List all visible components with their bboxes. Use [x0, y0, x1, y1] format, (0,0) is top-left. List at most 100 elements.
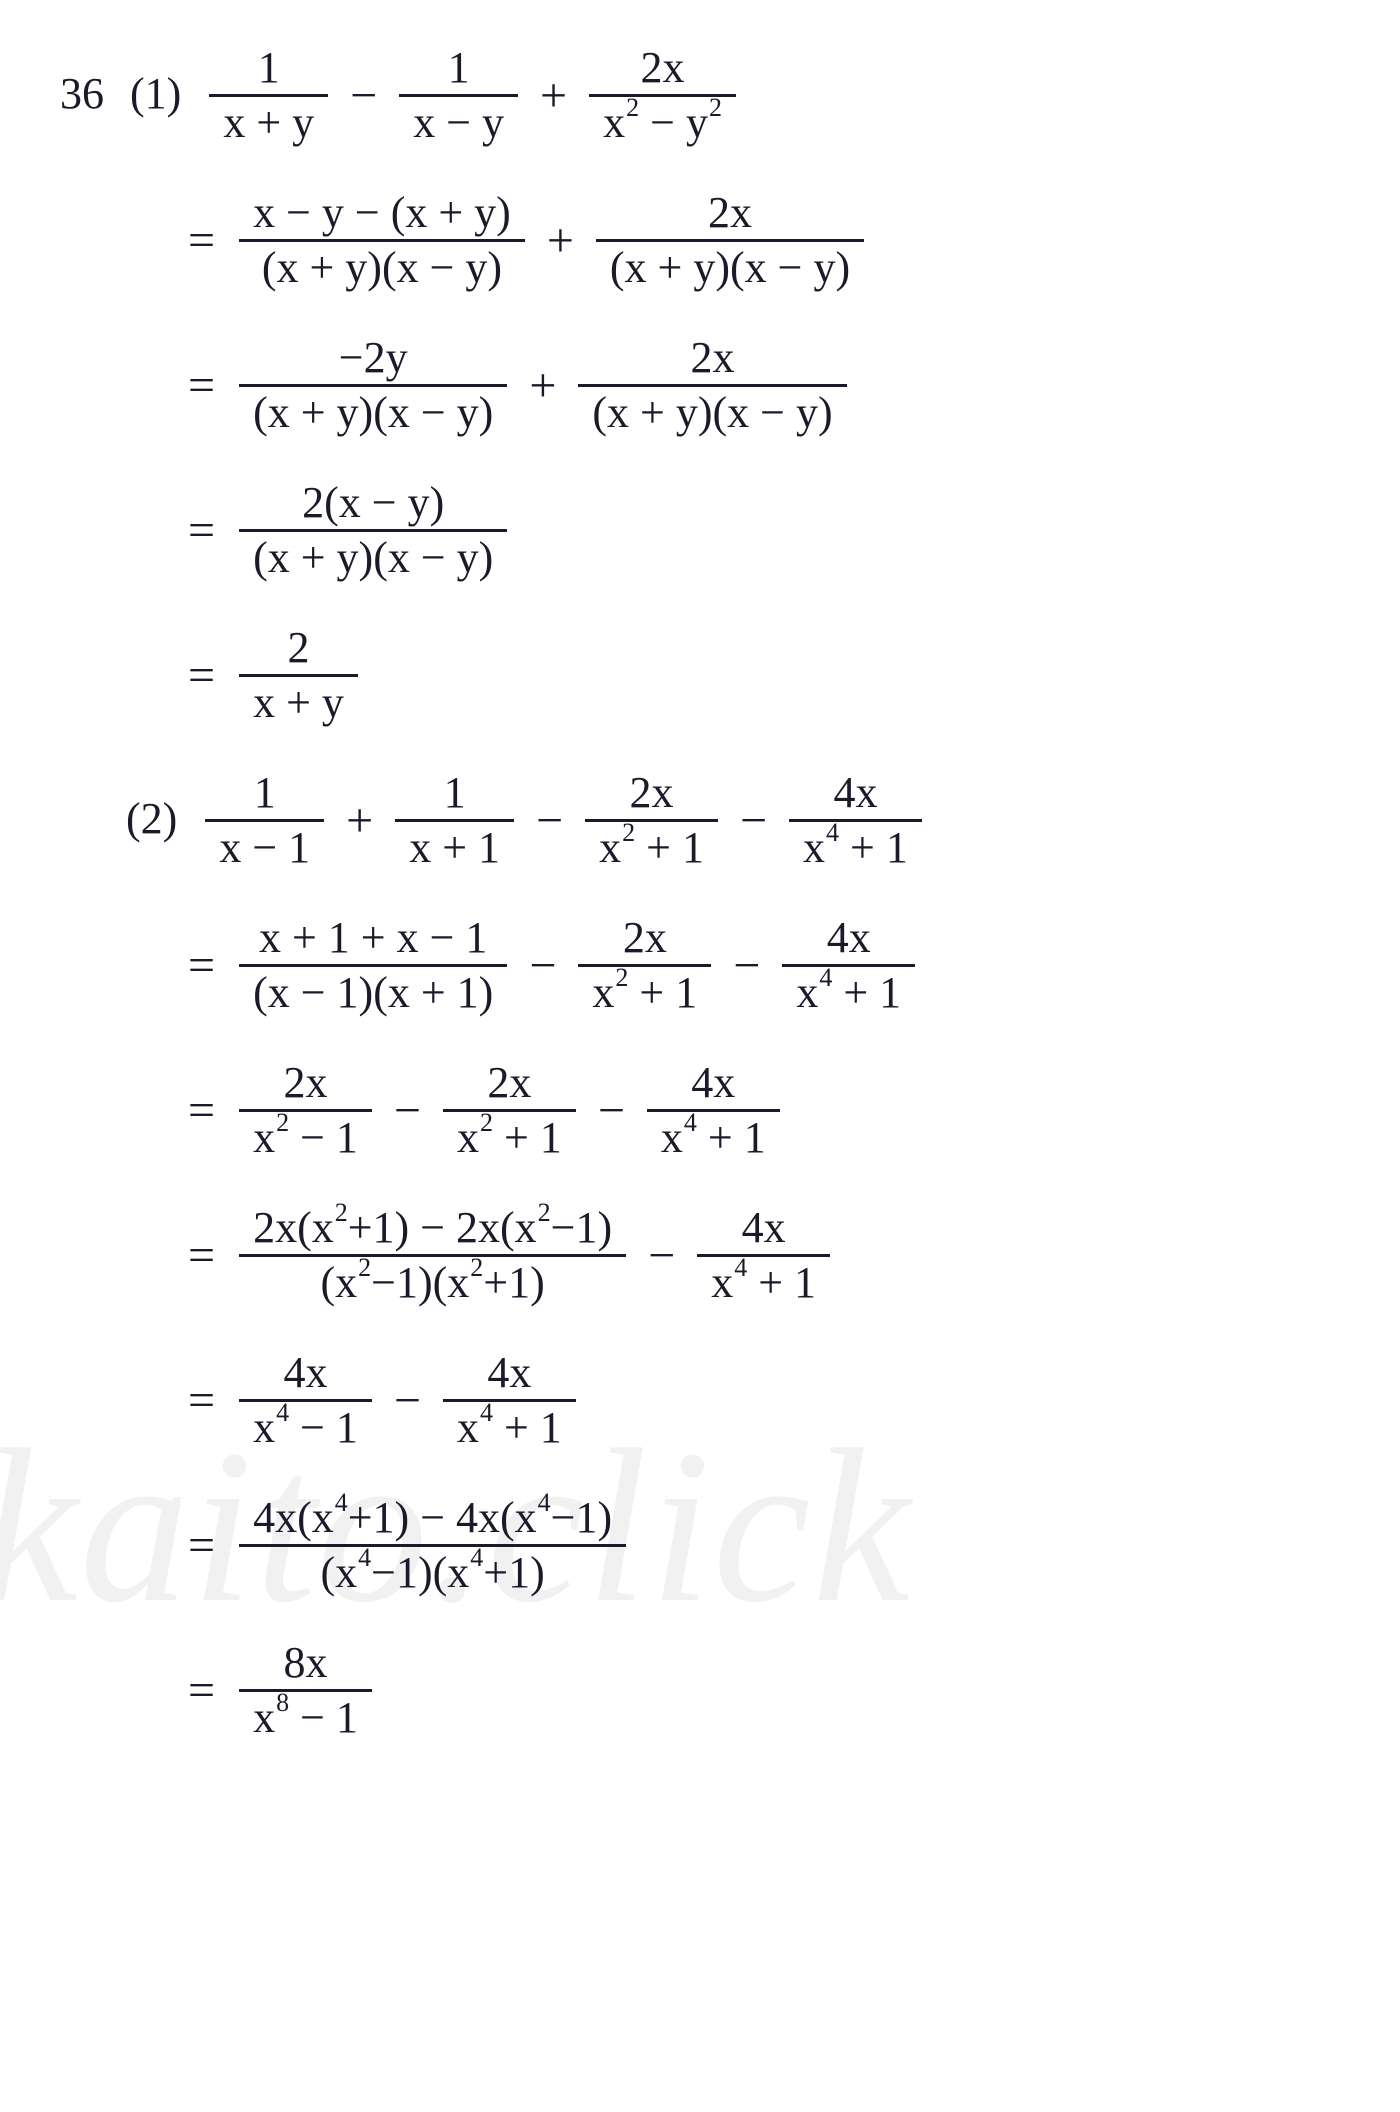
fraction-bar: [239, 674, 358, 677]
equals-sign: =: [188, 652, 215, 700]
worksheet-page: 36 (1) 1 x + y − 1 x − y + 2x x2 − y2 = …: [0, 0, 1400, 1824]
fraction-bar: [205, 819, 324, 822]
fraction-bar: [209, 94, 328, 97]
fraction: 2 x + y: [239, 624, 358, 727]
numerator: 8x: [269, 1639, 341, 1687]
numerator: 2x: [627, 44, 699, 92]
numerator: 2x: [609, 914, 681, 962]
fraction-bar: [697, 1254, 830, 1257]
equals-sign: =: [188, 1522, 215, 1570]
equals-sign: =: [188, 1667, 215, 1715]
denominator: x4 + 1: [789, 824, 922, 872]
fraction: 2x (x + y)(x − y): [578, 334, 846, 437]
denominator: (x2−1)(x2+1): [306, 1259, 558, 1307]
denominator: x + 1: [395, 824, 514, 872]
fraction: 1 x + 1: [395, 769, 514, 872]
denominator: x4 + 1: [697, 1259, 830, 1307]
equals-sign: =: [188, 507, 215, 555]
minus-sign: −: [648, 1232, 675, 1280]
fraction: 4x x4 + 1: [782, 914, 915, 1017]
fraction: 4x x4 − 1: [239, 1349, 372, 1452]
fraction: 4x(x4+1) − 4x(x4−1) (x4−1)(x4+1): [239, 1494, 626, 1597]
numerator: 2x: [677, 334, 749, 382]
line-5: = 2 x + y: [170, 624, 1360, 727]
line-2: = x − y − (x + y) (x + y)(x − y) + 2x (x…: [170, 189, 1360, 292]
fraction: 2(x − y) (x + y)(x − y): [239, 479, 507, 582]
fraction-bar: [399, 94, 518, 97]
denominator: (x + y)(x − y): [578, 389, 846, 437]
line-8: = 2x x2 − 1 − 2x x2 + 1 − 4x x4 + 1: [170, 1059, 1360, 1162]
denominator: x2 + 1: [443, 1114, 576, 1162]
part-1-label: (1): [130, 44, 181, 116]
denominator: x4 + 1: [782, 969, 915, 1017]
plus-sign: +: [547, 217, 574, 265]
numerator: 4x: [677, 1059, 749, 1107]
fraction-bar: [239, 1689, 372, 1692]
denominator: x4 − 1: [239, 1404, 372, 1452]
line-1: 36 (1) 1 x + y − 1 x − y + 2x x2 − y2: [60, 44, 1360, 147]
problem-number: 36: [60, 44, 104, 116]
fraction-bar: [395, 819, 514, 822]
denominator: (x4−1)(x4+1): [306, 1549, 558, 1597]
minus-sign: −: [536, 797, 563, 845]
fraction: 2x x2 − y2: [589, 44, 736, 147]
fraction-bar: [789, 819, 922, 822]
denominator: (x + y)(x − y): [239, 389, 507, 437]
fraction: 4x x4 + 1: [697, 1204, 830, 1307]
fraction-bar: [443, 1399, 576, 1402]
denominator: (x − 1)(x + 1): [239, 969, 507, 1017]
line-9: = 2x(x2+1) − 2x(x2−1) (x2−1)(x2+1) − 4x …: [170, 1204, 1360, 1307]
numerator: −2y: [325, 334, 422, 382]
denominator: x − 1: [205, 824, 324, 872]
fraction-bar: [443, 1109, 576, 1112]
fraction: 4x x4 + 1: [443, 1349, 576, 1452]
denominator: x4 + 1: [443, 1404, 576, 1452]
fraction-bar: [239, 1544, 626, 1547]
denominator: x2 + 1: [578, 969, 711, 1017]
equals-sign: =: [188, 1232, 215, 1280]
plus-sign: +: [529, 362, 556, 410]
fraction: 2x x2 + 1: [443, 1059, 576, 1162]
fraction: 2x(x2+1) − 2x(x2−1) (x2−1)(x2+1): [239, 1204, 626, 1307]
numerator: 4x: [819, 769, 891, 817]
numerator: 2: [273, 624, 323, 672]
numerator: 2x(x2+1) − 2x(x2−1): [239, 1204, 626, 1252]
minus-sign: −: [529, 942, 556, 990]
fraction-bar: [239, 1254, 626, 1257]
denominator: (x + y)(x − y): [239, 534, 507, 582]
fraction-bar: [578, 964, 711, 967]
equals-sign: =: [188, 217, 215, 265]
fraction: 4x x4 + 1: [789, 769, 922, 872]
line-6: (2) 1 x − 1 + 1 x + 1 − 2x x2 + 1 − 4x x…: [126, 769, 1360, 872]
denominator: x4 + 1: [647, 1114, 780, 1162]
denominator: x2 − y2: [589, 99, 736, 147]
denominator: x8 − 1: [239, 1694, 372, 1742]
fraction-bar: [782, 964, 915, 967]
minus-sign: −: [740, 797, 767, 845]
fraction: −2y (x + y)(x − y): [239, 334, 507, 437]
plus-sign: +: [540, 72, 567, 120]
fraction-bar: [596, 239, 864, 242]
fraction: 1 x + y: [209, 44, 328, 147]
fraction-bar: [239, 239, 525, 242]
equals-sign: =: [188, 1087, 215, 1135]
denominator: x2 + 1: [585, 824, 718, 872]
equals-sign: =: [188, 362, 215, 410]
fraction-bar: [585, 819, 718, 822]
numerator: 1: [430, 769, 480, 817]
fraction: 1 x − 1: [205, 769, 324, 872]
line-3: = −2y (x + y)(x − y) + 2x (x + y)(x − y): [170, 334, 1360, 437]
numerator: 4x: [473, 1349, 545, 1397]
line-11: = 4x(x4+1) − 4x(x4−1) (x4−1)(x4+1): [170, 1494, 1360, 1597]
fraction-bar: [239, 1399, 372, 1402]
fraction-bar: [578, 384, 846, 387]
line-7: = x + 1 + x − 1 (x − 1)(x + 1) − 2x x2 +…: [170, 914, 1360, 1017]
numerator: 4x(x4+1) − 4x(x4−1): [239, 1494, 626, 1542]
numerator: 4x: [269, 1349, 341, 1397]
fraction: 2x x2 − 1: [239, 1059, 372, 1162]
minus-sign: −: [733, 942, 760, 990]
numerator: 1: [244, 44, 294, 92]
denominator: (x + y)(x − y): [248, 244, 516, 292]
minus-sign: −: [394, 1377, 421, 1425]
part-2-label: (2): [126, 769, 177, 841]
